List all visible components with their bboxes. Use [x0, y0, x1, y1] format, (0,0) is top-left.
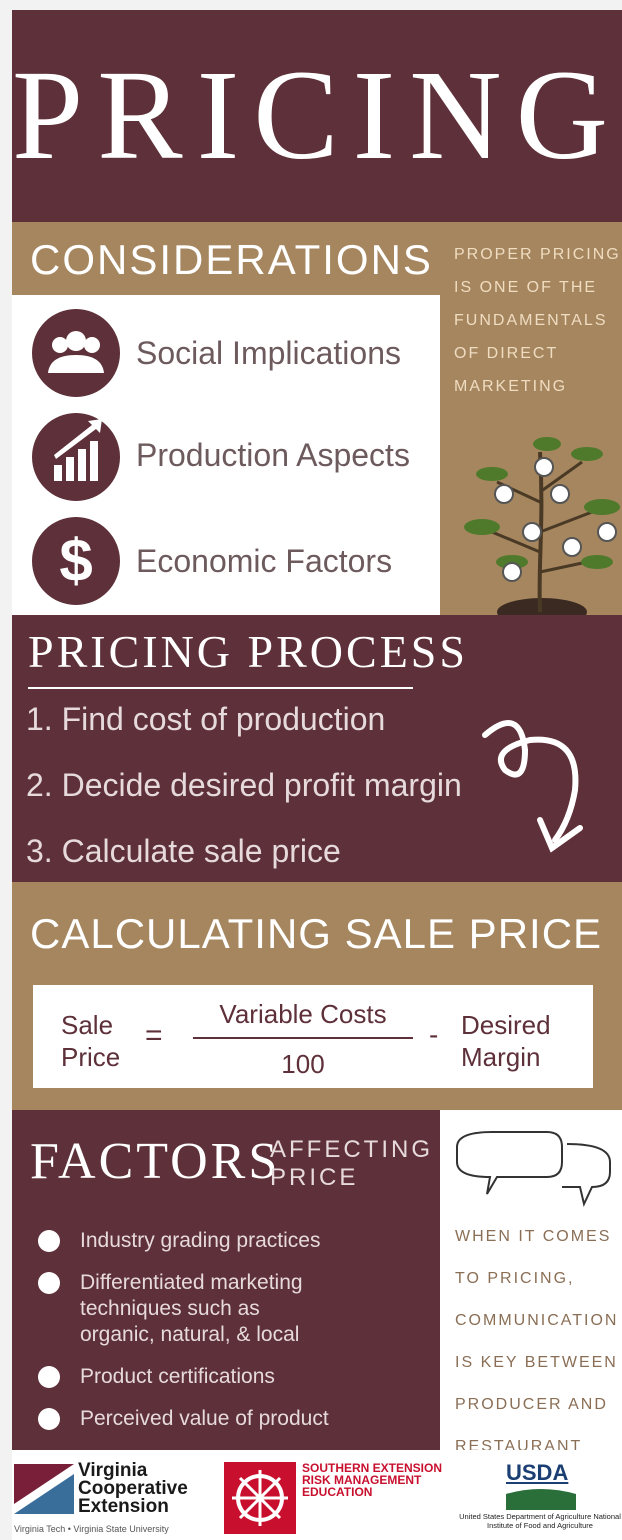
consideration-icons: $: [30, 307, 122, 607]
considerations-note: PROPER PRICING IS ONE OF THE FUNDAMENTAL…: [454, 238, 622, 403]
speech-bubbles: [452, 1122, 617, 1207]
formula-left: Sale Price: [61, 1009, 131, 1073]
communication-note: WHEN IT COMES TO PRICING, COMMUNICATION …: [455, 1216, 622, 1468]
factors-list: Industry grading practices Differentiate…: [36, 1228, 436, 1432]
bullet: [38, 1366, 60, 1388]
factor-text: Differentiated marketing techniques such…: [80, 1271, 303, 1346]
formula-right: Desired Margin: [461, 1009, 571, 1073]
consideration-item: Production Aspects: [136, 437, 410, 474]
factor-text: Perceived value of product: [80, 1407, 329, 1430]
curl-arrow: [480, 710, 600, 860]
bullet: [38, 1408, 60, 1430]
formula-minus: -: [429, 1019, 438, 1051]
formula-denominator: 100: [193, 1049, 413, 1080]
svg-text:$: $: [59, 527, 92, 594]
formula-box: Sale Price = Variable Costs 100 - Desire…: [33, 985, 593, 1088]
process-step: 2. Decide desired profit margin: [26, 767, 462, 804]
consideration-item: Economic Factors: [136, 543, 392, 580]
process-band: PRICING PROCESS 1. Find cost of producti…: [12, 615, 622, 882]
considerations-list: $ Social Implications Production Aspects…: [12, 295, 440, 615]
page: PRICING CONSIDERATIONS PROPER PRICING IS…: [0, 0, 622, 1540]
factor-item: Perceived value of product: [36, 1406, 436, 1432]
fraction-line: [193, 1037, 413, 1039]
money-plant: [452, 432, 622, 615]
process-step: 3. Calculate sale price: [26, 833, 341, 870]
factor-item: Industry grading practices: [36, 1228, 436, 1254]
srme-mark: [224, 1462, 296, 1534]
process-title: PRICING PROCESS: [28, 625, 468, 678]
formula-numerator: Variable Costs: [193, 999, 413, 1030]
factor-item: Product certifications: [36, 1364, 436, 1390]
srme-name: SOUTHERN EXTENSION RISK MANAGEMENT EDUCA…: [302, 1462, 462, 1498]
title-band: PRICING: [12, 10, 622, 222]
vce-name: Virginia Cooperative Extension: [78, 1462, 208, 1516]
consideration-item: Social Implications: [136, 335, 401, 372]
considerations-title: CONSIDERATIONS: [30, 236, 433, 284]
formula-equals: =: [145, 1019, 163, 1053]
vce-mark: [14, 1464, 74, 1514]
calculation-band: CALCULATING SALE PRICE Sale Price = Vari…: [12, 882, 622, 1110]
factor-text: Industry grading practices: [80, 1229, 320, 1252]
factors-subtitle: AFFECTING PRICE: [270, 1136, 430, 1192]
process-step: 1. Find cost of production: [26, 701, 385, 738]
factors-band: FACTORS AFFECTING PRICE Industry grading…: [12, 1110, 440, 1450]
footer: Virginia Cooperative Extension Virginia …: [12, 1450, 622, 1540]
factor-item: Differentiated marketing techniques such…: [36, 1270, 340, 1348]
usda-sub: United States Department of Agriculture …: [450, 1512, 622, 1530]
vce-sub: Virginia Tech • Virginia State Universit…: [14, 1524, 169, 1534]
bullet: [38, 1272, 60, 1294]
usda-name: USDA: [506, 1460, 568, 1486]
bullet: [38, 1230, 60, 1252]
calculation-title: CALCULATING SALE PRICE: [30, 910, 602, 958]
communication-panel: WHEN IT COMES TO PRICING, COMMUNICATION …: [440, 1110, 622, 1450]
factors-title: FACTORS: [30, 1132, 280, 1191]
usda-mark: [506, 1488, 576, 1510]
title: PRICING: [12, 40, 622, 190]
factor-text: Product certifications: [80, 1365, 275, 1388]
underline: [28, 687, 413, 689]
